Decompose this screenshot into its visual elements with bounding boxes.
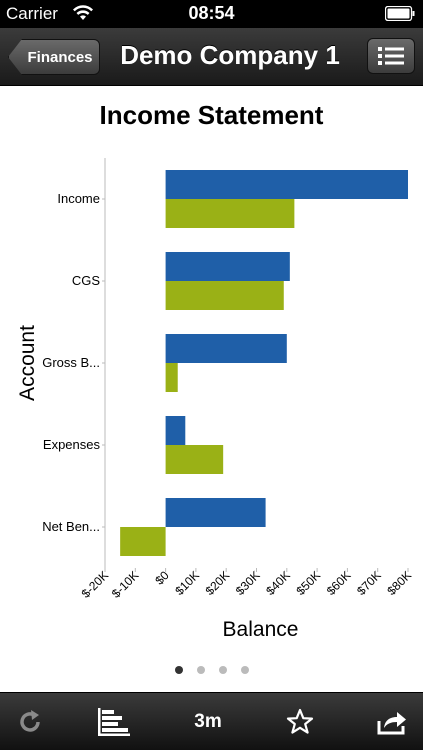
status-bar: Carrier 08:54 xyxy=(0,0,423,28)
clock-time: 08:54 xyxy=(188,3,235,23)
page-dot[interactable] xyxy=(218,666,227,674)
bar-series-1 xyxy=(165,498,266,527)
bar-series-1 xyxy=(165,170,408,199)
x-tick-label: $10K xyxy=(172,568,202,598)
navigation-bar: Finances Demo Company 1 xyxy=(0,28,423,86)
favorite-button[interactable] xyxy=(280,693,320,750)
bar-series-2 xyxy=(165,281,284,310)
category-label: Gross B... xyxy=(42,355,100,370)
back-button[interactable]: Finances xyxy=(8,39,100,75)
bar-series-2 xyxy=(165,199,295,228)
bar-series-1 xyxy=(165,334,287,363)
share-icon xyxy=(377,712,406,735)
x-tick-label: $60K xyxy=(324,568,354,598)
star-icon xyxy=(286,708,314,734)
x-tick-label: $30K xyxy=(233,568,263,598)
page-dot[interactable] xyxy=(174,666,183,674)
x-tick-label: $50K xyxy=(294,568,324,598)
chart-type-button[interactable] xyxy=(92,693,136,750)
page-indicator[interactable] xyxy=(0,661,423,675)
income-statement-chart[interactable]: Income CGS Gross B... Expenses Net Ben... $-2… xyxy=(0,0,423,650)
menu-button[interactable] xyxy=(367,38,415,74)
list-icon xyxy=(378,47,404,65)
battery-icon xyxy=(385,6,415,21)
category-label: Net Ben... xyxy=(42,519,100,534)
bar-series-1 xyxy=(165,252,290,281)
x-tick-label: $20K xyxy=(203,568,233,598)
page-dot[interactable] xyxy=(240,666,249,674)
page-title: Demo Company 1 xyxy=(120,40,340,70)
x-tick-label: $80K xyxy=(384,568,414,598)
x-axis-title: Balance xyxy=(223,618,299,641)
wifi-icon xyxy=(73,5,93,20)
refresh-button[interactable] xyxy=(10,693,50,750)
chart-title: Income Statement xyxy=(99,100,324,130)
category-label: Income xyxy=(57,191,100,206)
period-button[interactable]: 3m xyxy=(180,693,236,750)
bar-series-2 xyxy=(165,445,224,474)
carrier-label: Carrier xyxy=(6,4,58,23)
refresh-icon xyxy=(20,710,40,732)
category-label: CGS xyxy=(72,273,101,288)
bar-series-2 xyxy=(165,363,178,392)
page-dot[interactable] xyxy=(196,666,205,674)
x-tick-label: $-10K xyxy=(109,568,142,601)
bar-chart-icon xyxy=(98,708,130,736)
bar-series-1 xyxy=(165,416,186,445)
bottom-toolbar: 3m xyxy=(0,692,423,750)
bar-series-2 xyxy=(120,527,166,556)
x-tick-label: $0 xyxy=(152,568,172,588)
back-button-label: Finances xyxy=(27,48,93,66)
period-label: 3m xyxy=(194,711,222,732)
category-label: Expenses xyxy=(43,437,101,452)
share-button[interactable] xyxy=(372,693,412,750)
y-axis-title: Account xyxy=(16,325,39,401)
x-tick-label: $40K xyxy=(263,568,293,598)
x-tick-label: $-20K xyxy=(79,568,112,601)
x-tick-label: $70K xyxy=(354,568,384,598)
